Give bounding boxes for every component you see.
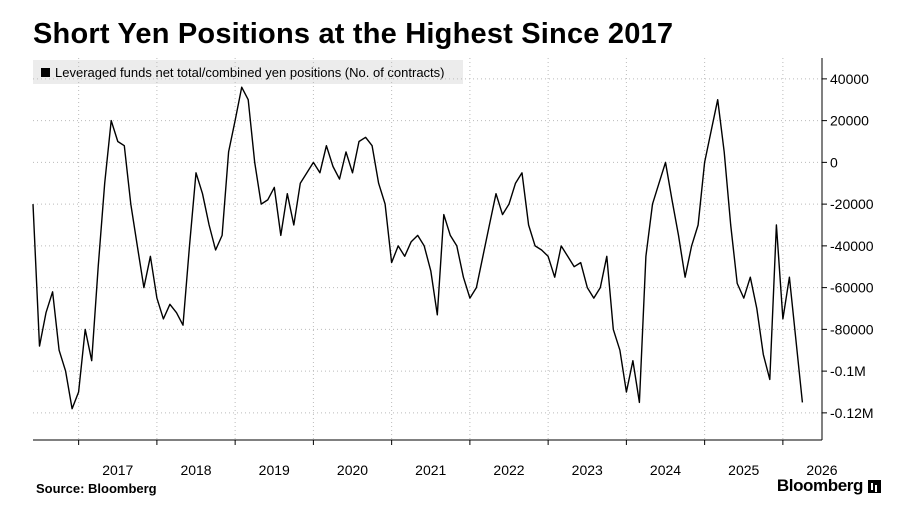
y-tick-label: -0.12M [830, 405, 874, 421]
x-tick-label: 2018 [180, 462, 211, 478]
chart-legend: Leveraged funds net total/combined yen p… [33, 60, 463, 84]
y-tick-label: -40000 [830, 238, 874, 254]
x-tick-label: 2023 [572, 462, 603, 478]
y-tick-label: -80000 [830, 321, 874, 337]
source-note: Source: Bloomberg [36, 481, 157, 496]
x-tick-label: 2021 [415, 462, 446, 478]
x-tick-label: 2024 [650, 462, 681, 478]
y-tick-label: 20000 [830, 113, 869, 129]
series-line [32, 86, 804, 410]
x-tick-label: 2019 [259, 462, 290, 478]
brand-logo: Bloomberg [777, 476, 881, 496]
x-tick-label: 2022 [493, 462, 524, 478]
x-tick-label: 2026 [806, 462, 837, 478]
x-tick-label: 2017 [102, 462, 133, 478]
x-tick-label: 2025 [728, 462, 759, 478]
legend-swatch [41, 67, 50, 77]
y-tick-label: 40000 [830, 71, 869, 87]
bloomberg-logo-icon [868, 479, 881, 493]
y-tick-label: -0.1M [830, 363, 866, 379]
y-tick-label: -20000 [830, 196, 874, 212]
brand-wordmark: Bloomberg [776, 476, 864, 495]
y-tick-label: -60000 [830, 280, 874, 296]
x-tick-label: 2020 [337, 462, 368, 478]
chart-title: Short Yen Positions at the Highest Since… [33, 18, 674, 50]
legend-label: Leveraged funds net total/combined yen p… [55, 64, 445, 80]
y-tick-label: 0 [830, 154, 838, 170]
